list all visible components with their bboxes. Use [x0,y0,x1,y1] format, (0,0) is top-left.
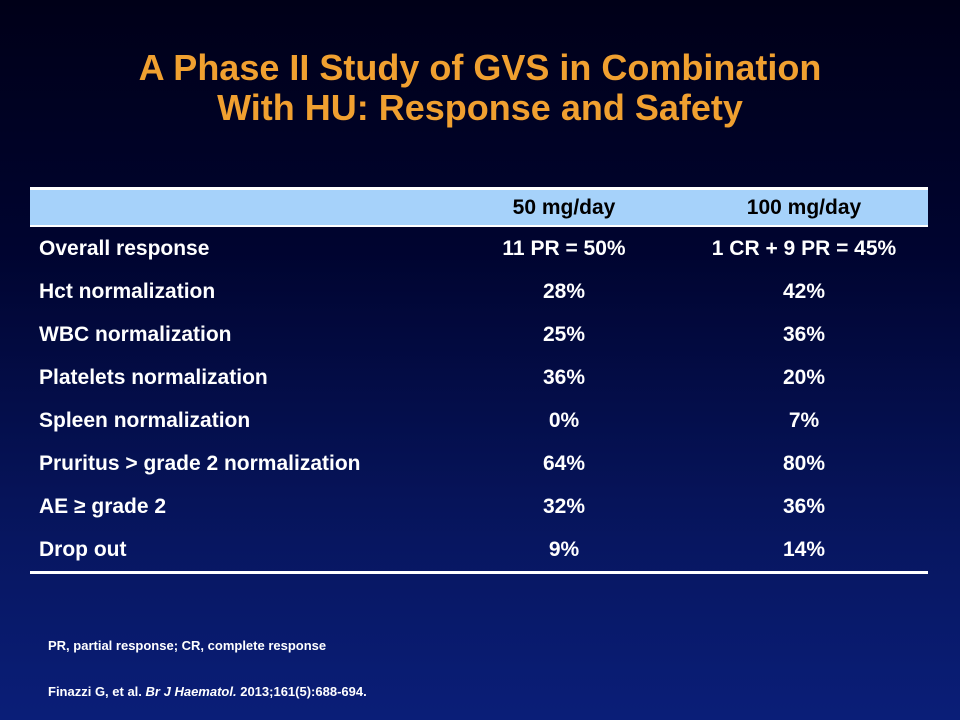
title-line-1: A Phase II Study of GVS in Combination [138,47,822,88]
table-row: WBC normalization 25% 36% [30,313,928,356]
abbreviations-footnote: PR, partial response; CR, complete respo… [48,638,327,653]
citation: Finazzi G, et al. Br J Haematol. 2013;16… [48,684,367,699]
header-cell-50mg: 50 mg/day [512,195,616,219]
row-label: Platelets normalization [39,365,268,389]
cell-50mg: 64% [542,451,586,475]
cell-100mg: 7% [788,408,820,432]
cell-100mg: 42% [782,279,826,303]
row-label: AE ≥ grade 2 [39,494,167,518]
title-line-2: With HU: Response and Safety [217,87,743,128]
table-row: Pruritus > grade 2 normalization 64% 80% [30,442,928,485]
cell-50mg: 11 PR = 50% [502,236,626,260]
table-row: Platelets normalization 36% 20% [30,356,928,399]
cell-100mg: 14% [782,537,826,561]
citation-journal: Br J Haematol. [145,684,237,699]
row-label: Hct normalization [39,279,216,303]
cell-100mg: 36% [782,494,826,518]
table-row: AE ≥ grade 2 32% 36% [30,485,928,528]
row-label: Spleen normalization [39,408,251,432]
row-label: Drop out [39,537,127,561]
cell-50mg: 36% [542,365,586,389]
cell-100mg: 20% [782,365,826,389]
cell-50mg: 28% [542,279,586,303]
table-row: Hct normalization 28% 42% [30,270,928,313]
cell-50mg: 0% [548,408,580,432]
cell-50mg: 9% [548,537,580,561]
cell-50mg: 32% [542,494,586,518]
slide-title: A Phase II Study of GVS in Combination W… [0,48,960,128]
table-row: Overall response 11 PR = 50% 1 CR + 9 PR… [30,227,928,270]
citation-details: 2013;161(5):688-694. [240,684,367,699]
row-label: WBC normalization [39,322,232,346]
table-row: Drop out 9% 14% [30,528,928,571]
cell-50mg: 25% [542,322,586,346]
table-row: Spleen normalization 0% 7% [30,399,928,442]
table-bottom-rule [30,571,928,574]
header-cell-100mg: 100 mg/day [746,195,862,219]
table-header-row: 50 mg/day 100 mg/day [30,187,928,227]
row-label: Overall response [39,236,210,260]
cell-100mg: 36% [782,322,826,346]
results-table: 50 mg/day 100 mg/day Overall response 11… [30,187,928,574]
cell-100mg: 80% [782,451,826,475]
cell-100mg: 1 CR + 9 PR = 45% [711,236,897,260]
row-label: Pruritus > grade 2 normalization [39,451,361,475]
citation-authors: Finazzi G, et al. [48,684,142,699]
